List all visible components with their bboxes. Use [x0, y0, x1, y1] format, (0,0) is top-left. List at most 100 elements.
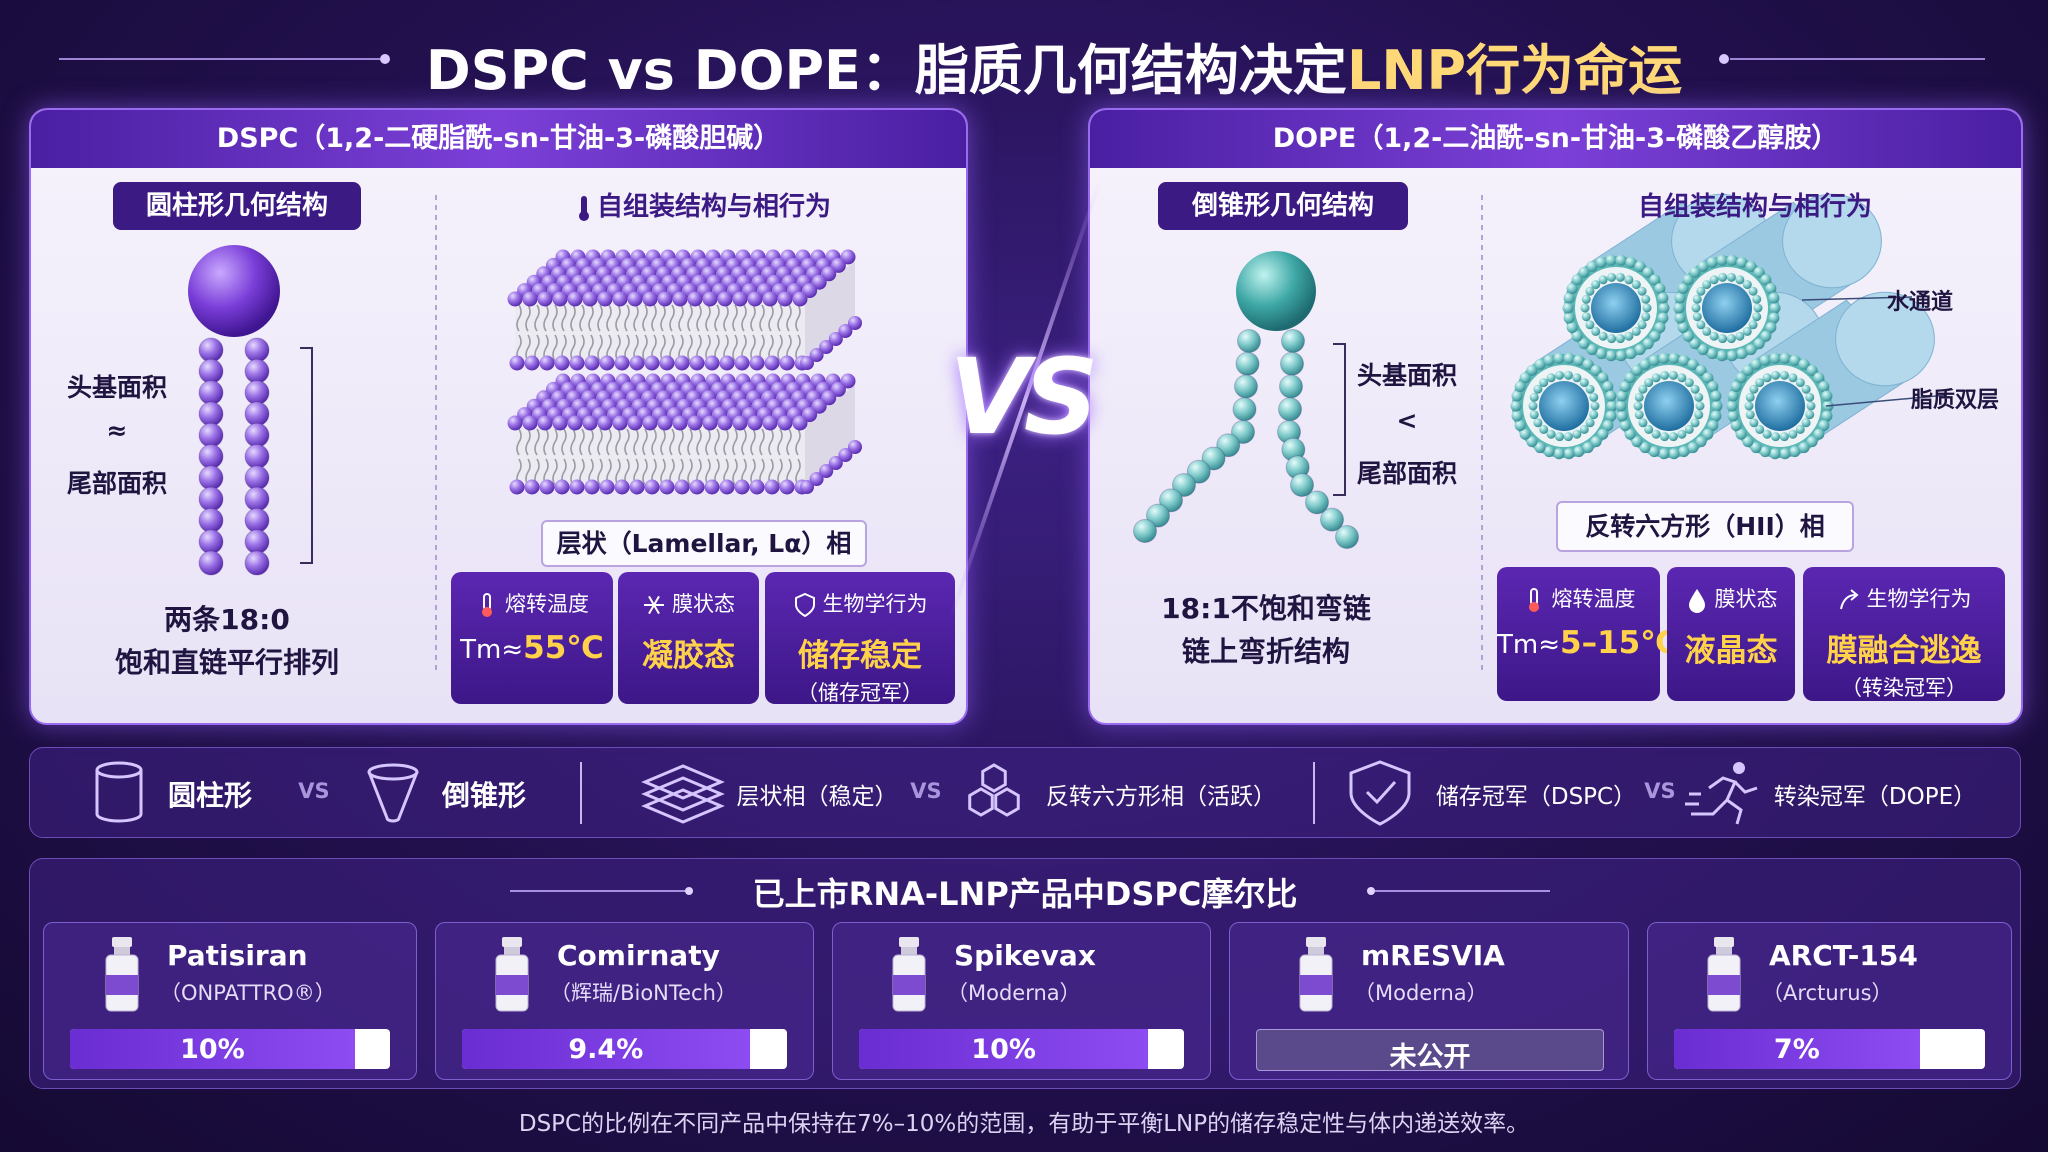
ring-bead: [1726, 254, 1738, 266]
ring-bead: [1529, 392, 1539, 402]
lipid-tail: [777, 428, 783, 486]
phase-label: 反转六方形（HII）相: [1556, 501, 1854, 552]
ring-bead: [1539, 378, 1549, 388]
head-bead: [554, 479, 570, 495]
ring-bead: [1769, 302, 1781, 314]
chain-bead: [244, 444, 270, 469]
head-bead: [599, 355, 615, 371]
head-bead: [734, 479, 750, 495]
head-bead: [659, 479, 675, 495]
ring-bead: [1677, 282, 1689, 294]
ring-bead: [1597, 372, 1609, 384]
head-bead: [584, 479, 600, 495]
ring-bead: [1607, 334, 1617, 344]
ring-bead: [1579, 424, 1589, 434]
product-name: mRESVIA: [1361, 939, 1505, 972]
lipid-tail: [795, 428, 801, 486]
ring-bead: [1798, 358, 1810, 370]
head-bead: [612, 291, 628, 307]
ring-bead: [1585, 286, 1595, 296]
phase-label: 层状（Lamellar, Lα）相: [541, 520, 867, 567]
product-card: Patisiran （ONPATTRO®） 10%: [43, 922, 417, 1080]
panel-header: DSPC（1,2-二硬脂酰-sn-甘油-3-磷酸胆碱）: [31, 110, 966, 168]
ring-bead: [1566, 322, 1578, 334]
head-bead: [704, 479, 720, 495]
ratio-fill: [70, 1029, 355, 1069]
ring-bead: [1788, 373, 1798, 383]
ring-bead: [1649, 274, 1661, 286]
ring-bead: [1571, 330, 1583, 342]
cone-icon: [367, 763, 419, 781]
title-highlight: LNP行为命运: [1346, 39, 1683, 102]
property-label: 熔转温度: [451, 588, 613, 618]
ring-bead: [1806, 401, 1816, 411]
property-label-text: 膜状态: [672, 592, 735, 616]
comparison-vs: VS: [1644, 779, 1676, 803]
comparison-right: 倒锥形: [441, 778, 527, 812]
ring-bead: [1742, 364, 1754, 376]
ring-bead: [1789, 446, 1801, 458]
ring-bead: [1710, 390, 1722, 402]
property-value: 凝胶态: [618, 630, 759, 675]
ring-bead: [1631, 326, 1641, 336]
ring-bead: [1694, 392, 1704, 402]
area-relation: 尾部面积: [1356, 459, 1458, 488]
slab-side: [805, 261, 855, 363]
lipid-tail: [525, 428, 531, 486]
ring-bead: [1768, 312, 1780, 324]
ring-bead: [1801, 418, 1811, 428]
ring-bead: [1637, 286, 1647, 296]
property-label: 膜状态: [618, 588, 759, 618]
ring-bead: [1748, 320, 1758, 330]
ring-bead: [1760, 274, 1772, 286]
ring-bead: [1648, 446, 1660, 458]
head-bead: [537, 291, 553, 307]
ring-bead: [1726, 400, 1738, 412]
chain-bead: [1305, 490, 1329, 515]
ring-bead: [1605, 390, 1617, 402]
ring-bead: [1634, 392, 1644, 402]
property-value-text: 凝胶态: [642, 638, 735, 674]
ring-bead: [1534, 442, 1546, 454]
assembly-title-text: 自组装结构与相行为: [1637, 192, 1873, 222]
lipid-tail: [660, 304, 666, 362]
property-prefix: Tm≈: [460, 635, 524, 665]
ring-bead: [1813, 372, 1825, 384]
ring-bead: [1651, 373, 1661, 383]
ring-bead: [1586, 260, 1598, 272]
ring-bead: [1660, 370, 1670, 380]
lipid-tail: [615, 304, 621, 362]
head-bead: [569, 355, 585, 371]
head-bead: [507, 291, 523, 307]
chain-bead: [1335, 525, 1359, 549]
ring-bead: [1555, 370, 1565, 380]
area-relation: 头基面积: [1356, 361, 1458, 390]
property-note: （储存冠军）: [797, 681, 923, 705]
ring-bead: [1619, 420, 1631, 432]
ring-bead: [1578, 266, 1590, 278]
ring-bead: [1696, 286, 1706, 296]
vial-cap: [1306, 937, 1326, 947]
head-bead: [762, 291, 778, 307]
ring-bead: [1806, 436, 1818, 448]
lipid-tail: [660, 428, 666, 486]
lipid-tail: [570, 304, 576, 362]
ring-bead: [1821, 410, 1833, 422]
product-name: Comirnaty: [557, 939, 720, 972]
prop-icon: [1839, 589, 1859, 610]
ring-bead: [1674, 292, 1686, 304]
callout-line: [1801, 296, 1913, 301]
area-relation: <: [1396, 406, 1418, 435]
ring-bead: [1779, 432, 1789, 442]
layers-icon: [641, 788, 725, 824]
ring-bead: [1591, 326, 1601, 336]
product-name: ARCT-154: [1769, 939, 1918, 972]
ring-bead: [1718, 334, 1728, 344]
ring-bead: [1759, 354, 1771, 366]
head-bead: [599, 479, 615, 495]
ring-bead: [1678, 446, 1690, 458]
ring-bead: [1752, 294, 1762, 304]
geometry-tag: 圆柱形几何结构: [113, 182, 361, 230]
vial-label: [496, 975, 528, 995]
lipid-tail: [732, 428, 738, 486]
